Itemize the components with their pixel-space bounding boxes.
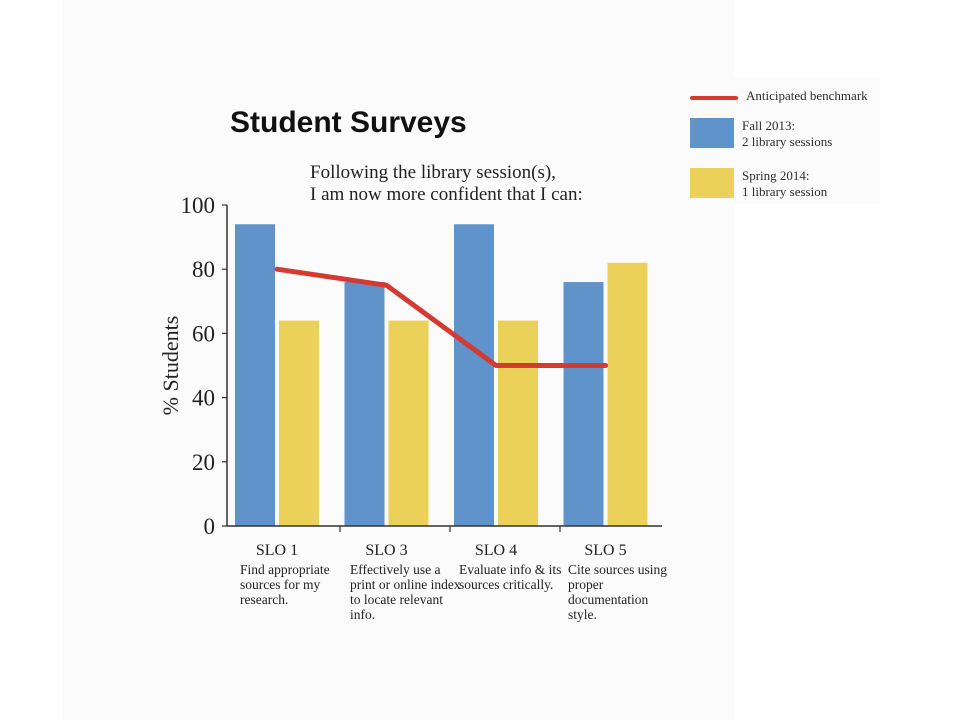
legend-spring-label: Spring 2014: 1 library session [742, 168, 827, 200]
legend-fall-swatch [690, 118, 734, 148]
x-tick-label: SLO 3 [365, 542, 407, 559]
legend-fall-line1: Fall 2013: [742, 118, 796, 133]
bar-fall-2013-slo3 [344, 282, 385, 526]
category-description-slo1: Find appropriate sources for my research… [240, 562, 330, 607]
bar-spring-2014-slo4 [498, 320, 538, 526]
category-description-slo3: Effectively use a print or online index … [350, 562, 461, 622]
chart-subtitle: Following the library session(s), I am n… [310, 162, 640, 206]
legend-item-benchmark: Anticipated benchmark [690, 88, 868, 104]
x-tick-label: SLO 1 [256, 542, 298, 559]
legend: Anticipated benchmark Fall 2013: 2 libra… [684, 78, 880, 204]
legend-item-spring-2014: Spring 2014: 1 library session [690, 168, 827, 200]
legend-spring-swatch [690, 168, 734, 198]
bar-spring-2014-slo1 [279, 320, 319, 526]
category-description-slo5: Cite sources using proper documentation … [568, 562, 667, 622]
legend-spring-line2: 1 library session [742, 184, 828, 199]
category-description-slo4: Evaluate info & its sources critically. [459, 562, 562, 592]
legend-benchmark-label: Anticipated benchmark [746, 88, 868, 103]
legend-benchmark-line [690, 96, 738, 100]
bar-fall-2013-slo4 [454, 224, 494, 526]
y-tick-label: 20 [192, 450, 215, 475]
x-tick-label: SLO 4 [475, 542, 517, 559]
legend-spring-line1: Spring 2014: [742, 168, 810, 183]
bar-spring-2014-slo3 [388, 320, 429, 526]
x-tick-label: SLO 5 [584, 542, 626, 559]
chart-subtitle-line2: I am now more confident that I can: [310, 184, 583, 205]
chart-subtitle-line1: Following the library session(s), [310, 162, 556, 183]
bar-fall-2013-slo1 [235, 224, 275, 526]
y-tick-label: 0 [204, 514, 216, 539]
y-tick-label: 40 [192, 386, 215, 411]
y-tick-label: 80 [192, 257, 215, 282]
benchmark-line [274, 266, 608, 368]
y-tick-label: 100 [181, 193, 216, 218]
bar-spring-2014-slo5 [607, 262, 648, 526]
legend-fall-label: Fall 2013: 2 library sessions [742, 118, 832, 150]
legend-item-fall-2013: Fall 2013: 2 library sessions [690, 118, 832, 150]
chart-title: Student Surveys [230, 106, 467, 139]
legend-fall-line2: 2 library sessions [742, 134, 833, 149]
y-tick-label: 60 [192, 321, 215, 346]
y-axis-label: % Students [158, 316, 183, 416]
bar-fall-2013-slo5 [563, 282, 604, 526]
